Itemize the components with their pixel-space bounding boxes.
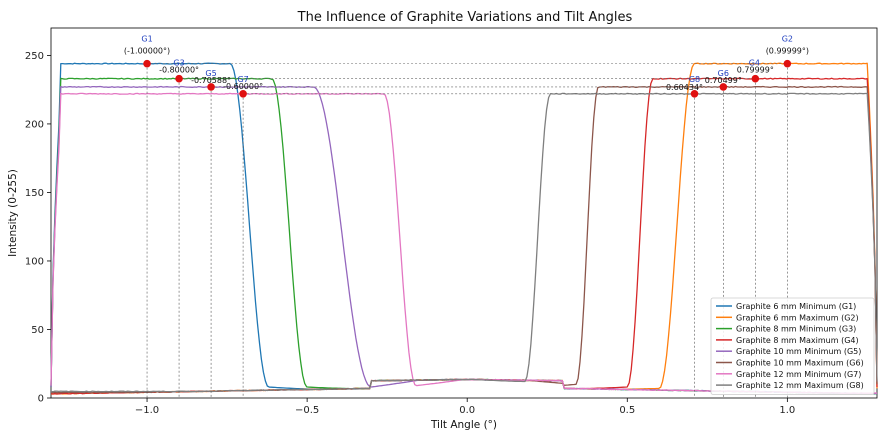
y-tick-label: 0 xyxy=(38,394,44,405)
plot-area xyxy=(50,27,878,399)
annotation-value-G6: 0.70499° xyxy=(705,76,742,85)
annotation-marker-G8 xyxy=(690,89,699,98)
legend-label-5: Graphite 10 mm Minimum (G5) xyxy=(736,347,861,356)
x-axis-label: Tilt Angle (°) xyxy=(430,419,497,431)
y-tick-label: 100 xyxy=(25,256,44,267)
annotation-value-G4: 0.79999° xyxy=(737,66,774,75)
annotation-name-G8: G8 xyxy=(689,75,700,84)
annotation-value-G2: (0.99999°) xyxy=(766,47,809,56)
y-tick-label: 50 xyxy=(31,325,44,336)
annotation-marker-G7 xyxy=(239,89,247,98)
x-tick-label: 0.5 xyxy=(619,405,635,416)
legend-label-1: Graphite 6 mm Minimum (G1) xyxy=(736,302,856,311)
y-tick-label: 250 xyxy=(25,51,44,62)
legend xyxy=(710,297,875,395)
x-tick-label: −1.0 xyxy=(135,405,159,416)
annotation-value-G1: (-1.00000°) xyxy=(124,47,170,56)
annotation-name-G7: G7 xyxy=(237,75,248,84)
legend-label-3: Graphite 8 mm Minimum (G3) xyxy=(736,325,856,334)
annotation-value-G3: -0.80000° xyxy=(159,66,199,75)
legend-label-8: Graphite 12 mm Maximum (G8) xyxy=(736,381,864,390)
annotation-marker-G6 xyxy=(719,83,728,91)
annotation-name-G3: G3 xyxy=(173,59,184,68)
legend-label-2: Graphite 6 mm Maximum (G2) xyxy=(736,313,859,322)
annotation-name-G1: G1 xyxy=(141,35,152,44)
annotation-marker-G2 xyxy=(783,59,792,68)
annotation-marker-G4 xyxy=(751,74,760,83)
annotation-marker-G5 xyxy=(207,83,215,91)
annotation-name-G2: G2 xyxy=(782,35,793,44)
legend-label-4: Graphite 8 mm Maximum (G4) xyxy=(736,336,859,345)
annotation-name-G4: G4 xyxy=(749,59,760,68)
chart-title: The Influence of Graphite Variations and… xyxy=(297,10,633,25)
annotation-value-G7: -0.60000° xyxy=(223,82,263,91)
x-tick-label: 1.0 xyxy=(779,405,795,416)
annotation-value-G5: -0.70588° xyxy=(191,76,231,85)
annotation-name-G5: G5 xyxy=(205,69,216,78)
y-tick-label: 200 xyxy=(25,119,44,130)
y-axis-label: Intensity (0-255) xyxy=(7,169,19,257)
x-tick-label: −0.5 xyxy=(295,405,319,416)
y-tick-label: 150 xyxy=(25,188,44,199)
annotation-name-G6: G6 xyxy=(718,69,729,78)
annotation-marker-G1 xyxy=(143,59,151,68)
annotation-value-G8: 0.60434° xyxy=(666,83,703,92)
legend-label-6: Graphite 10 mm Maximum (G6) xyxy=(736,359,864,368)
annotation-marker-G3 xyxy=(175,74,183,83)
legend-label-7: Graphite 12 mm Minimum (G7) xyxy=(736,370,861,379)
x-tick-label: 0.0 xyxy=(459,405,475,416)
series-line-8 xyxy=(51,92,878,393)
